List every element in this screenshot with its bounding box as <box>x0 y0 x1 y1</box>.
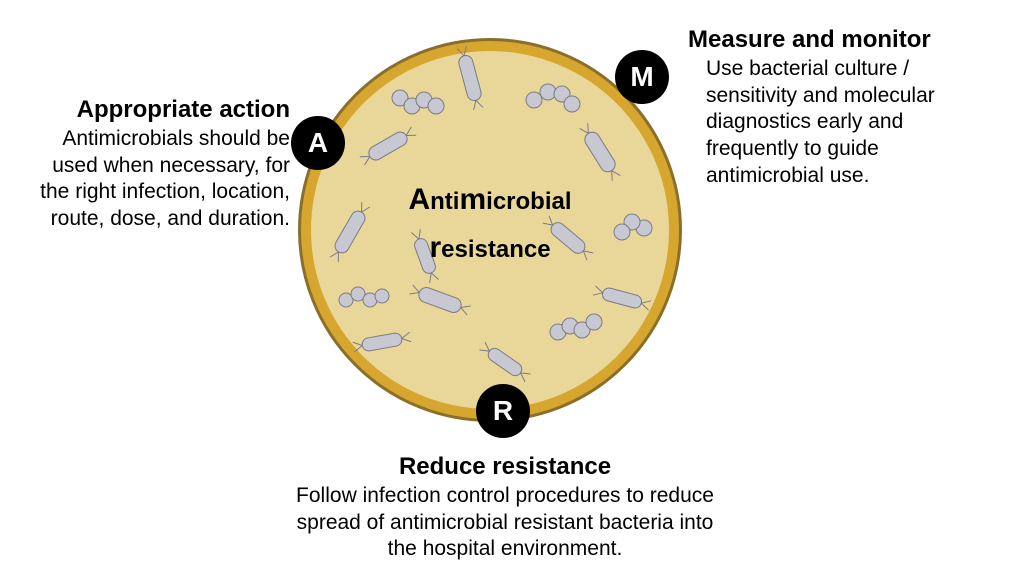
badge-r: R <box>476 384 530 438</box>
section-a-heading: Appropriate action <box>35 95 290 126</box>
section-appropriate-action: Appropriate action Antimicrobials should… <box>35 95 290 233</box>
badge-m-letter: M <box>630 61 653 93</box>
section-r-heading: Reduce resistance <box>280 452 730 483</box>
badge-r-letter: R <box>493 395 513 427</box>
section-r-body: Follow infection control procedures to r… <box>280 483 730 564</box>
badge-m: M <box>615 50 669 104</box>
badge-a-letter: A <box>308 127 328 159</box>
badge-a: A <box>291 116 345 170</box>
section-reduce-resistance: Reduce resistance Follow infection contr… <box>280 452 730 563</box>
section-measure-monitor: Measure and monitor Use bacterial cultur… <box>688 25 988 190</box>
section-a-body: Antimicrobials should be used when neces… <box>35 126 290 234</box>
section-m-body: Use bacterial culture / sensitivity and … <box>688 56 988 190</box>
section-m-heading: Measure and monitor <box>688 25 988 56</box>
center-title: Antimicrobialresistance <box>405 176 575 272</box>
